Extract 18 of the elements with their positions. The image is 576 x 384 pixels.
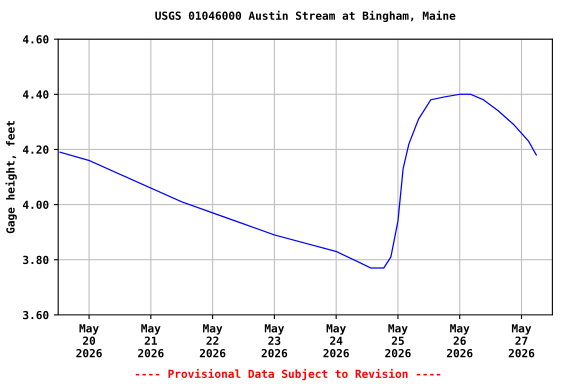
x-tick-label: May 27 2026 [508,324,534,358]
x-tick-label: May 25 2026 [385,324,411,358]
chart-title: USGS 01046000 Austin Stream at Bingham, Maine [155,10,456,22]
y-tick-label: 3.80 [23,256,48,264]
text: ---- Provisional Data Subject to Revision ---- [136,368,440,380]
y-tick-label: 3.60 [23,310,48,320]
x-tick-label: May 21 2026 [138,324,164,358]
x-tick-label: May 20 2026 [76,324,102,358]
y-tick-label: 4.00 [22,200,48,209]
y-tick-label: 4.60 [22,35,48,44]
x-tick-label: May 22 2026 [200,324,226,358]
x-tick-label: May 24 2026 [323,324,349,358]
y-tick-label: 4.20 [22,145,48,154]
y-tick-label: 4.40 [22,90,48,99]
line-series [59,94,537,269]
x-tick-label: May 26 2026 [446,324,472,358]
x-tick-label: May 23 2026 [262,324,288,358]
y-axis-title: Gage height, feet [5,121,17,234]
